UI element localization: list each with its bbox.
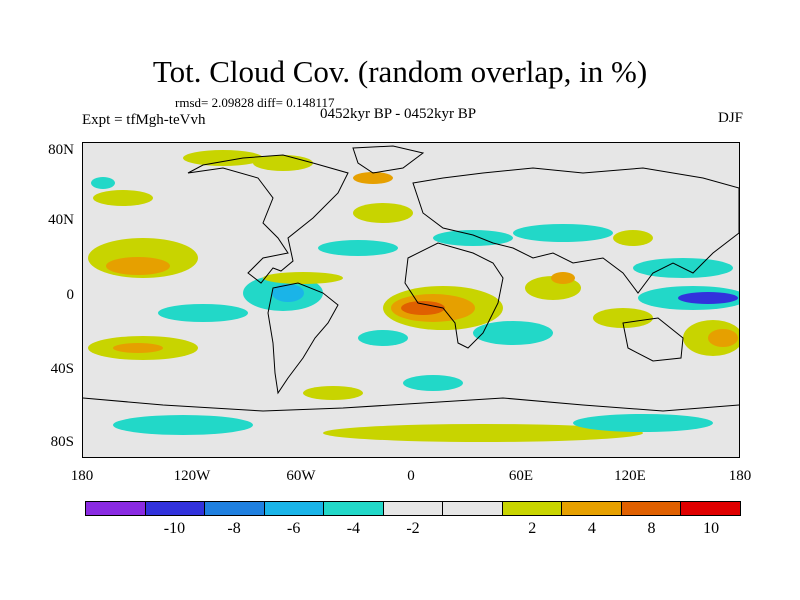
- colorbar-swatch: [443, 502, 503, 515]
- colorbar-swatch: [145, 502, 206, 515]
- colorbar-label: -6: [287, 520, 301, 537]
- colorbar-label: -2: [406, 520, 420, 537]
- colorbar-label: -10: [163, 520, 186, 537]
- colorbar-label: 8: [647, 520, 656, 537]
- x-tick-label: 120W: [173, 468, 211, 484]
- colorbar-swatch: [562, 502, 622, 515]
- period-label: 0452kyr BP - 0452kyr BP: [320, 106, 477, 122]
- stats-text: rmsd= 2.09828 diff= 0.148117: [175, 95, 335, 110]
- colorbar-swatch: [86, 502, 146, 515]
- y-tick-label: 80N: [48, 142, 74, 158]
- x-tick-label: 0: [407, 468, 415, 484]
- x-tick-label: 60W: [286, 468, 316, 484]
- x-tick-label: 180: [728, 468, 752, 484]
- colorbar-label: 4: [587, 520, 596, 537]
- x-tick-label: 180: [70, 468, 94, 484]
- experiment-label: Expt = tfMgh-teVvh: [82, 112, 206, 128]
- colorbar-label: 10: [703, 520, 720, 537]
- map-canvas: [83, 145, 739, 442]
- y-tick-label: 0: [66, 287, 75, 303]
- colorbar-label: -8: [227, 520, 241, 537]
- y-tick-label: 40N: [48, 212, 74, 228]
- colorbar-swatch: [324, 502, 384, 515]
- x-tick-label: 60E: [508, 468, 534, 484]
- anomaly-patches: [88, 150, 739, 442]
- colorbar-swatch: [502, 502, 563, 515]
- colorbar-swatch: [621, 502, 682, 515]
- season-label: DJF: [717, 110, 743, 126]
- colorbar-swatch: [681, 502, 741, 515]
- plot-title: Tot. Cloud Cov. (random overlap, in %): [152, 54, 648, 89]
- y-tick-label: 80S: [50, 434, 74, 450]
- colorbar-swatch: [264, 502, 325, 515]
- cloud-cover-map: [82, 142, 740, 458]
- y-tick-label: 40S: [50, 361, 74, 377]
- colorbar: [85, 501, 741, 516]
- colorbar-swatch: [205, 502, 265, 515]
- coastlines: [83, 145, 739, 412]
- x-tick-label: 120E: [614, 468, 646, 484]
- colorbar-swatch: [383, 502, 444, 515]
- colorbar-label: -4: [346, 520, 361, 537]
- colorbar-label: 2: [528, 520, 537, 537]
